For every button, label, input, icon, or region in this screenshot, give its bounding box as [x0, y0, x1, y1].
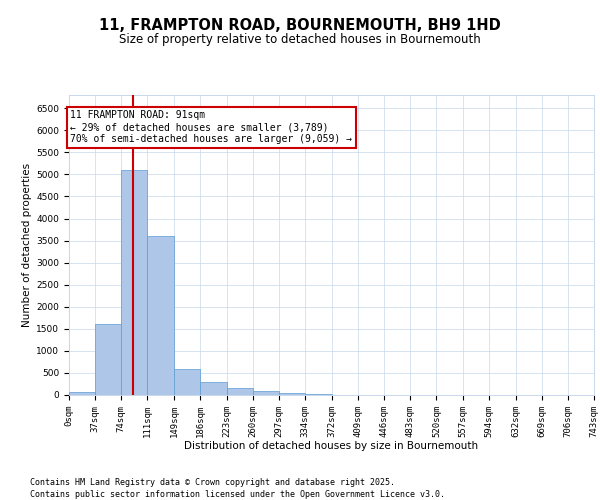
Bar: [253, 390, 279, 395]
Bar: [279, 393, 305, 395]
X-axis label: Distribution of detached houses by size in Bournemouth: Distribution of detached houses by size …: [184, 441, 479, 451]
Text: Contains HM Land Registry data © Crown copyright and database right 2025.
Contai: Contains HM Land Registry data © Crown c…: [30, 478, 445, 499]
Bar: [200, 382, 227, 395]
Bar: [305, 394, 332, 395]
Bar: [148, 236, 174, 395]
Text: 11 FRAMPTON ROAD: 91sqm
← 29% of detached houses are smaller (3,789)
70% of semi: 11 FRAMPTON ROAD: 91sqm ← 29% of detache…: [70, 110, 352, 144]
Bar: [95, 324, 121, 395]
Bar: [121, 170, 148, 395]
Bar: [174, 368, 200, 395]
Text: Size of property relative to detached houses in Bournemouth: Size of property relative to detached ho…: [119, 32, 481, 46]
Text: 11, FRAMPTON ROAD, BOURNEMOUTH, BH9 1HD: 11, FRAMPTON ROAD, BOURNEMOUTH, BH9 1HD: [99, 18, 501, 32]
Bar: [227, 388, 253, 395]
Bar: [69, 392, 95, 395]
Y-axis label: Number of detached properties: Number of detached properties: [22, 163, 32, 327]
